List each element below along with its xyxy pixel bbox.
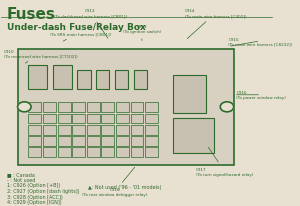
Bar xyxy=(116,125,129,135)
Bar xyxy=(134,71,147,90)
Bar xyxy=(28,66,47,90)
Bar xyxy=(173,119,214,154)
Bar xyxy=(130,137,143,146)
Bar xyxy=(101,125,114,135)
Bar xyxy=(130,103,143,112)
Bar xyxy=(173,76,206,113)
Bar xyxy=(58,137,70,146)
Bar xyxy=(28,125,41,135)
Bar xyxy=(28,137,41,146)
Bar xyxy=(130,114,143,124)
Bar xyxy=(145,125,158,135)
Bar xyxy=(72,114,85,124)
Text: C912
(To dashboard wire harness [CB01]): C912 (To dashboard wire harness [CB01]) xyxy=(54,9,127,39)
Bar xyxy=(28,103,41,112)
Text: ■ : Canada: ■ : Canada xyxy=(7,171,35,176)
Text: 1: C926 (Option [+B]): 1: C926 (Option [+B]) xyxy=(7,183,60,187)
Bar xyxy=(72,103,85,112)
Text: - : Not used: - : Not used xyxy=(7,177,35,182)
Bar xyxy=(43,137,56,146)
Bar xyxy=(101,103,114,112)
Text: 3: C928 (Option [ACC]): 3: C928 (Option [ACC]) xyxy=(7,194,62,199)
Text: C918
(To rear window defogger relay): C918 (To rear window defogger relay) xyxy=(82,167,148,196)
Text: 2: C927 (Option [dash lights]): 2: C927 (Option [dash lights]) xyxy=(7,188,79,193)
Text: C916
(To power window relay): C916 (To power window relay) xyxy=(236,91,286,99)
Bar xyxy=(28,114,41,124)
Bar xyxy=(58,103,70,112)
Bar xyxy=(130,148,143,157)
Bar xyxy=(87,137,100,146)
Bar xyxy=(145,114,158,124)
Bar xyxy=(58,125,70,135)
Bar xyxy=(58,148,70,157)
Bar xyxy=(116,137,129,146)
Bar xyxy=(116,103,129,112)
Bar xyxy=(101,148,114,157)
Text: C914
(To main wire harness [C402]): C914 (To main wire harness [C402]) xyxy=(185,9,247,40)
Circle shape xyxy=(18,102,31,112)
Text: C911
(To SRS main harness [CB01]): C911 (To SRS main harness [CB01]) xyxy=(50,27,111,42)
Text: C915
(To main wire harness [C8232]): C915 (To main wire harness [C8232]) xyxy=(228,37,292,47)
Bar xyxy=(87,114,100,124)
Bar xyxy=(116,114,129,124)
Bar xyxy=(116,148,129,157)
Bar xyxy=(87,103,100,112)
Bar xyxy=(101,137,114,146)
Bar xyxy=(72,125,85,135)
Bar xyxy=(43,148,56,157)
Bar xyxy=(53,66,72,90)
Bar xyxy=(96,71,110,90)
Text: C910
(To moonroof wire harness [C7102]): C910 (To moonroof wire harness [C7102]) xyxy=(4,49,78,64)
Bar xyxy=(115,71,128,90)
Bar xyxy=(87,125,100,135)
Bar xyxy=(28,148,41,157)
Bar xyxy=(72,148,85,157)
Text: ▲: Not used ('96 - '01 models): ▲: Not used ('96 - '01 models) xyxy=(88,184,161,189)
Bar xyxy=(77,71,91,90)
Bar xyxy=(145,137,158,146)
Bar xyxy=(101,114,114,124)
Bar xyxy=(130,125,143,135)
Bar xyxy=(43,103,56,112)
Bar xyxy=(72,137,85,146)
Bar xyxy=(43,114,56,124)
Bar xyxy=(145,148,158,157)
Bar xyxy=(43,125,56,135)
Text: C913
(To ignition switch): C913 (To ignition switch) xyxy=(123,25,161,41)
Bar xyxy=(87,148,100,157)
Text: Fuses: Fuses xyxy=(7,7,56,22)
Bar xyxy=(18,49,234,165)
Text: 4: C929 (Option [IGN]): 4: C929 (Option [IGN]) xyxy=(7,199,62,204)
Text: Under-dash Fuse/Relay Box: Under-dash Fuse/Relay Box xyxy=(7,23,146,32)
Bar xyxy=(145,103,158,112)
Bar xyxy=(58,114,70,124)
Text: C917
(To turn signal/hazard relay): C917 (To turn signal/hazard relay) xyxy=(196,147,254,176)
Circle shape xyxy=(220,102,234,112)
